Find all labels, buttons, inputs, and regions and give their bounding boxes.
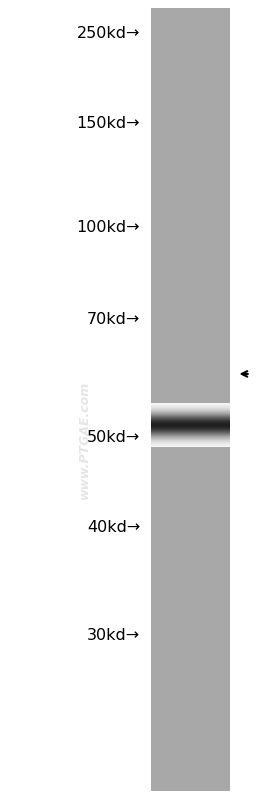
Text: 40kd→: 40kd→ — [87, 520, 140, 535]
Bar — [151, 8, 230, 791]
Text: 100kd→: 100kd→ — [76, 221, 140, 235]
Text: 50kd→: 50kd→ — [87, 431, 140, 445]
Text: 150kd→: 150kd→ — [76, 117, 140, 131]
Text: 250kd→: 250kd→ — [77, 26, 140, 41]
Text: 70kd→: 70kd→ — [87, 312, 140, 327]
Text: www.PTGAE.com: www.PTGAE.com — [78, 380, 90, 499]
Text: 30kd→: 30kd→ — [87, 628, 140, 642]
